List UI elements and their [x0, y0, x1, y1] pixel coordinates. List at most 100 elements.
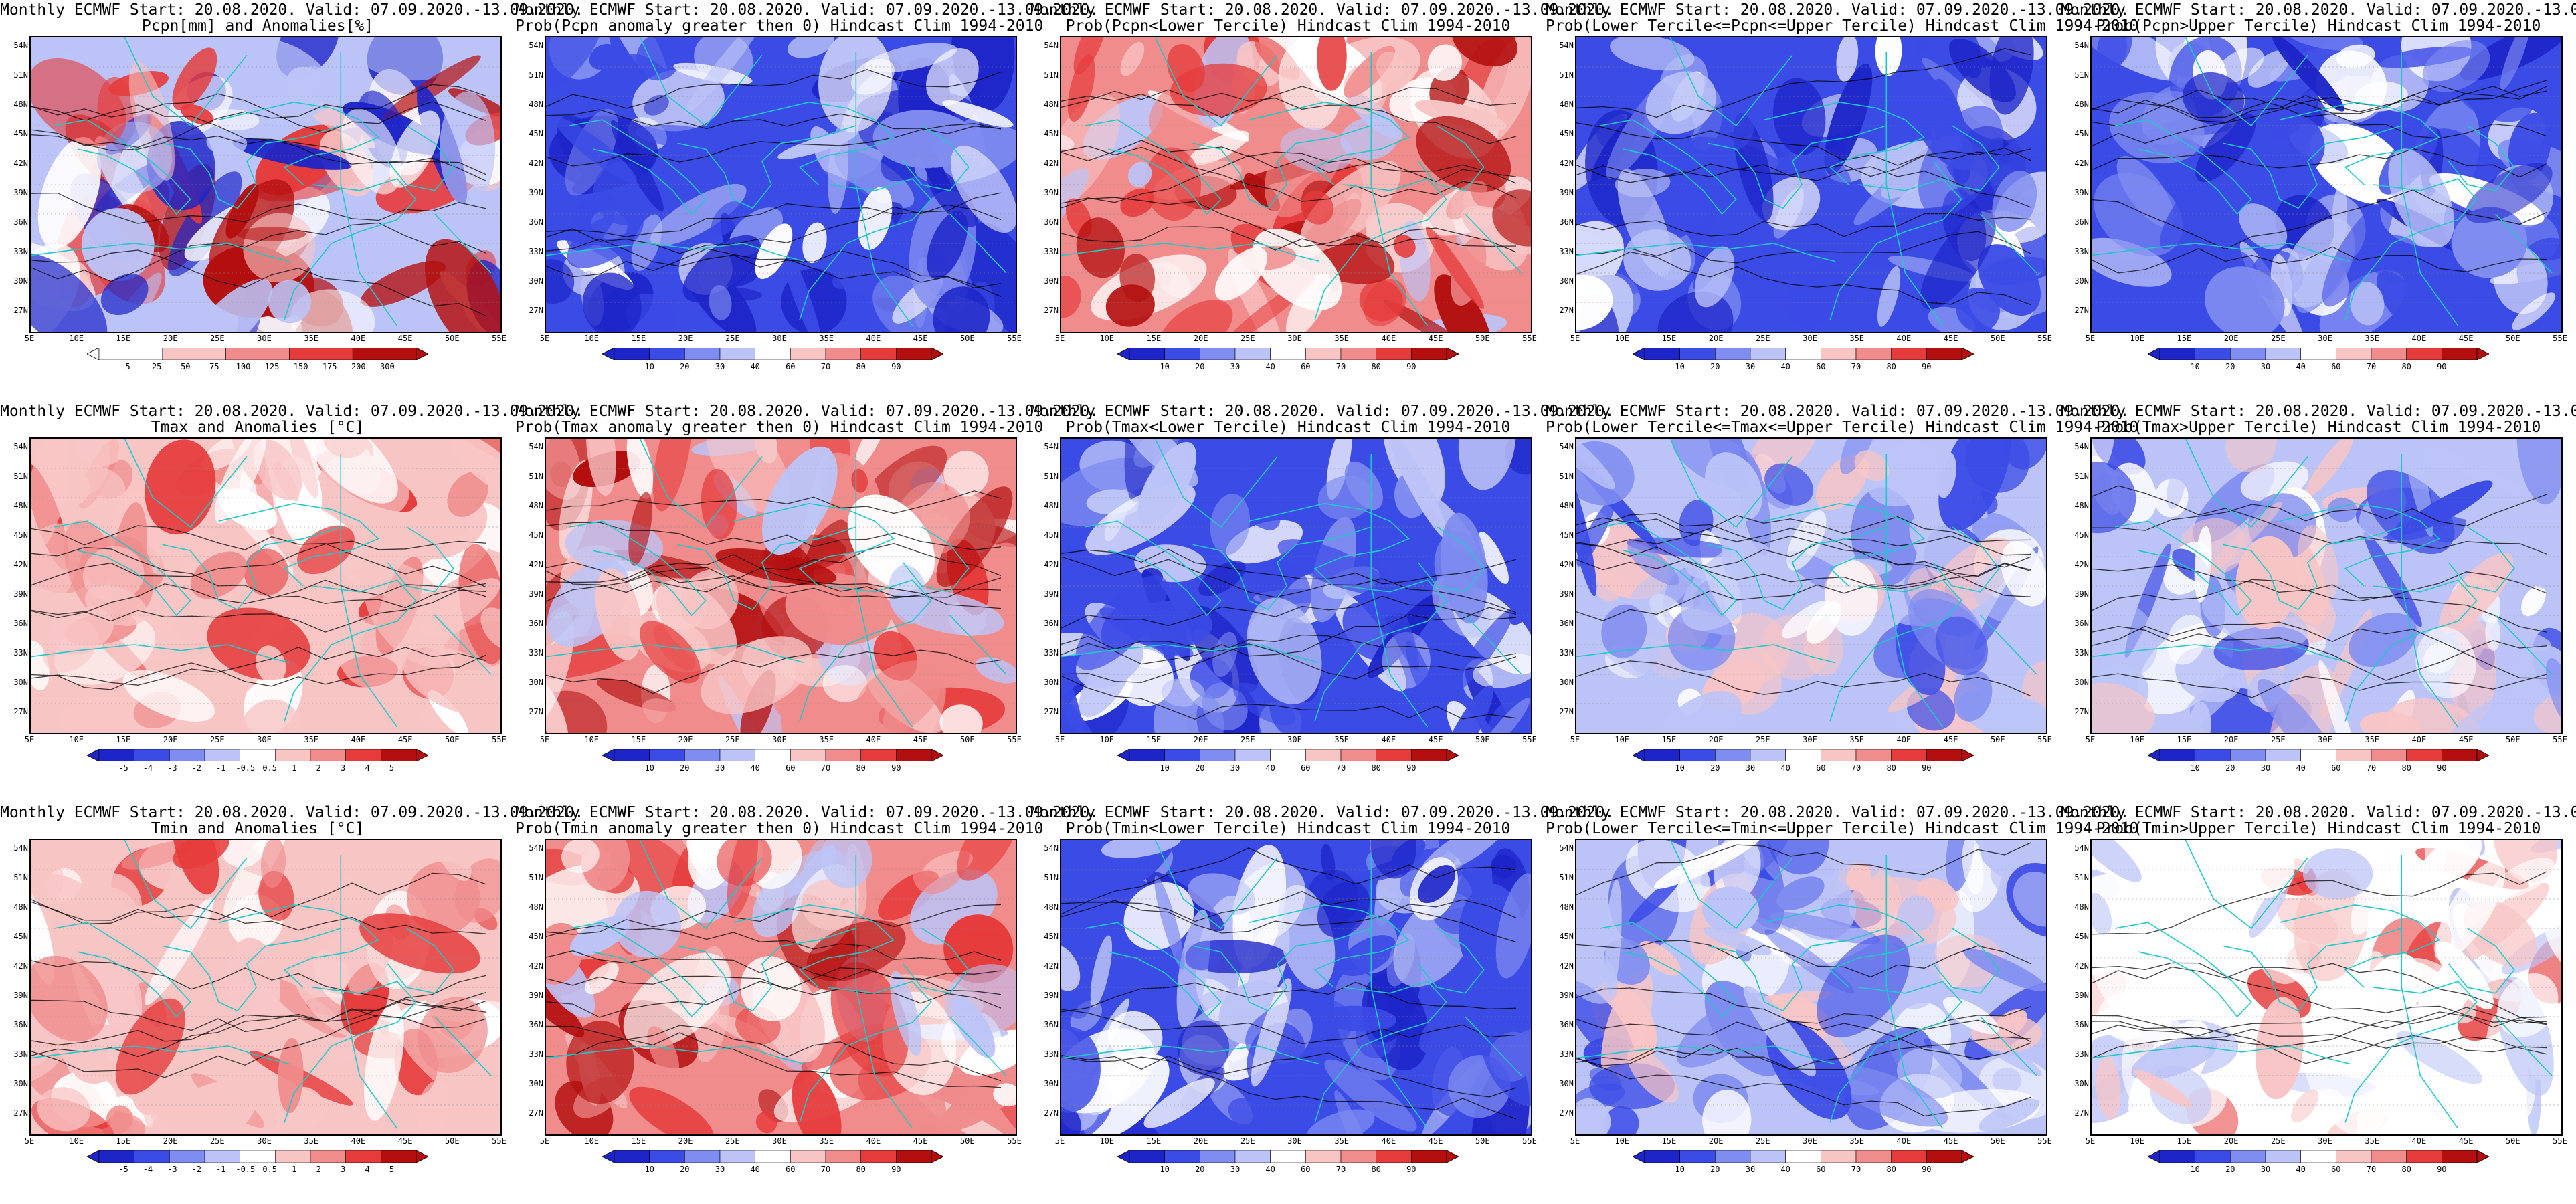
- field-patch: [820, 840, 872, 889]
- colorbar-swatch: [380, 1150, 417, 1163]
- coastline: [162, 928, 341, 1012]
- latitude-label: 42N: [1044, 560, 1059, 569]
- field-patch: [2239, 203, 2288, 250]
- field-patch: [144, 897, 215, 1005]
- longitude-label: 40E: [2411, 735, 2427, 744]
- colorbar-arrow-right: [2476, 1150, 2489, 1163]
- panel-header: Monthly ECMWF Start: 20.08.2020. Valid: …: [515, 804, 1099, 821]
- colorbar-swatch: [1820, 749, 1857, 761]
- coastline: [340, 855, 398, 1129]
- field-patch: [926, 167, 978, 227]
- colorbar-swatch: [1270, 1150, 1306, 1163]
- longitude-label: 10E: [584, 1136, 600, 1146]
- longitude-label: 30E: [1287, 334, 1302, 343]
- coastline: [1061, 644, 1320, 664]
- colorbar-swatch: [1891, 1150, 1927, 1163]
- field-patch: [289, 439, 318, 498]
- contour-line: [1576, 559, 2032, 589]
- colorbar: [1117, 749, 1459, 761]
- colorbar-swatch: [1164, 749, 1200, 761]
- contour-line: [1576, 512, 2032, 571]
- latitude-label: 36N: [529, 217, 543, 227]
- longitude-label: 45E: [2458, 1136, 2474, 1146]
- longitude-label: 55E: [1522, 334, 1537, 343]
- colorbar-tick-label: 10: [2190, 362, 2200, 371]
- field-patch: [2126, 542, 2163, 575]
- coastline: [902, 125, 970, 191]
- field-patch: [236, 227, 306, 241]
- panel-header: Monthly ECMWF Start: 20.08.2020. Valid: …: [2061, 403, 2576, 420]
- latitude-label: 54N: [1559, 843, 1574, 853]
- colorbar-swatch: [1891, 749, 1927, 761]
- colorbar-swatch: [1410, 1150, 1447, 1163]
- coastline: [2185, 37, 2308, 127]
- longitude-label: 25E: [1755, 735, 1770, 744]
- colorbar-tick-label: 40: [1265, 362, 1275, 371]
- coastline: [1708, 125, 1887, 209]
- forecast-panel: Monthly ECMWF Start: 20.08.2020. Valid: …: [2061, 401, 2576, 803]
- colorbar-tick-label: 40: [2296, 362, 2306, 371]
- longitude-label: 25E: [725, 334, 740, 343]
- colorbar-swatch: [2371, 749, 2407, 761]
- field-patch: [249, 917, 352, 984]
- longitude-label: 10E: [69, 1136, 84, 1146]
- field-patch: [1434, 274, 1493, 332]
- field-patch: [100, 274, 149, 316]
- panel-header: Monthly ECMWF Start: 20.08.2020. Valid: …: [2061, 1, 2576, 19]
- colorbar-swatch: [2406, 749, 2442, 761]
- field-patch: [957, 840, 1016, 881]
- latitude-label: 51N: [1559, 472, 1574, 481]
- field-patch: [1877, 266, 1901, 327]
- forecast-panel: Monthly ECMWF Start: 20.08.2020. Valid: …: [1546, 803, 2138, 1204]
- coastline: [2401, 52, 2459, 326]
- field-patch: [1702, 1089, 1752, 1134]
- colorbar-tick-label: 5: [125, 362, 130, 371]
- contour-line: [1061, 607, 1517, 665]
- longitude-label: 10E: [1099, 735, 1115, 744]
- colorbar-swatch: [684, 348, 721, 360]
- field-patch: [773, 696, 808, 723]
- field-patch: [546, 439, 582, 500]
- coastline: [1885, 855, 1944, 1129]
- field-patch: [2492, 858, 2555, 899]
- panel-header: Monthly ECMWF Start: 20.08.2020. Valid: …: [0, 1, 584, 19]
- field-patch: [1486, 694, 1531, 733]
- field-patch: [1446, 181, 1487, 219]
- colorbar-swatch: [310, 749, 347, 761]
- contour-line: [1061, 890, 1517, 943]
- latitude-label: 48N: [2074, 501, 2089, 510]
- contour-line: [1576, 1036, 2032, 1070]
- longitude-label: 20E: [678, 735, 693, 744]
- field-patch: [1605, 879, 1622, 995]
- latitude-label: 48N: [13, 501, 28, 510]
- forecast-panel: Monthly ECMWF Start: 20.08.2020. Valid: …: [1030, 0, 1614, 401]
- colorbar-swatch: [1129, 348, 1166, 360]
- colorbar-tick-label: 70: [820, 763, 831, 773]
- colorbar-tick-label: 10: [644, 763, 654, 773]
- field-patch: [757, 1066, 800, 1092]
- colorbar-tick-label: 0.5: [262, 1165, 278, 1174]
- longitude-label: 35E: [1334, 1136, 1350, 1146]
- colorbar-swatch: [2441, 348, 2478, 360]
- field-patch: [1576, 49, 1627, 109]
- colorbar: [87, 749, 428, 761]
- contour-line: [546, 1032, 1002, 1088]
- forecast-panel: Monthly ECMWF Start: 20.08.2020. Valid: …: [2061, 0, 2576, 401]
- coastline: [733, 904, 895, 988]
- field-patch: [2543, 909, 2561, 969]
- field-patch: [225, 183, 259, 239]
- longitude-label: 30E: [1803, 334, 1817, 343]
- colorbar-swatch: [719, 1150, 756, 1163]
- coastline: [1708, 928, 1887, 1012]
- colorbar-tick-label: 70: [1336, 1165, 1346, 1174]
- colorbar-tick-label: -2: [191, 763, 202, 773]
- coastline: [1084, 119, 1222, 215]
- field-patch: [1458, 439, 1516, 490]
- longitude-label: 55E: [2037, 735, 2052, 744]
- colorbar-tick-label: 150: [293, 362, 308, 371]
- field-patch: [1382, 439, 1445, 506]
- longitude-label: 30E: [257, 1136, 272, 1146]
- field-patch: [1854, 450, 1890, 482]
- latitude-label: 30N: [13, 276, 28, 286]
- colorbar-swatch: [2195, 348, 2231, 360]
